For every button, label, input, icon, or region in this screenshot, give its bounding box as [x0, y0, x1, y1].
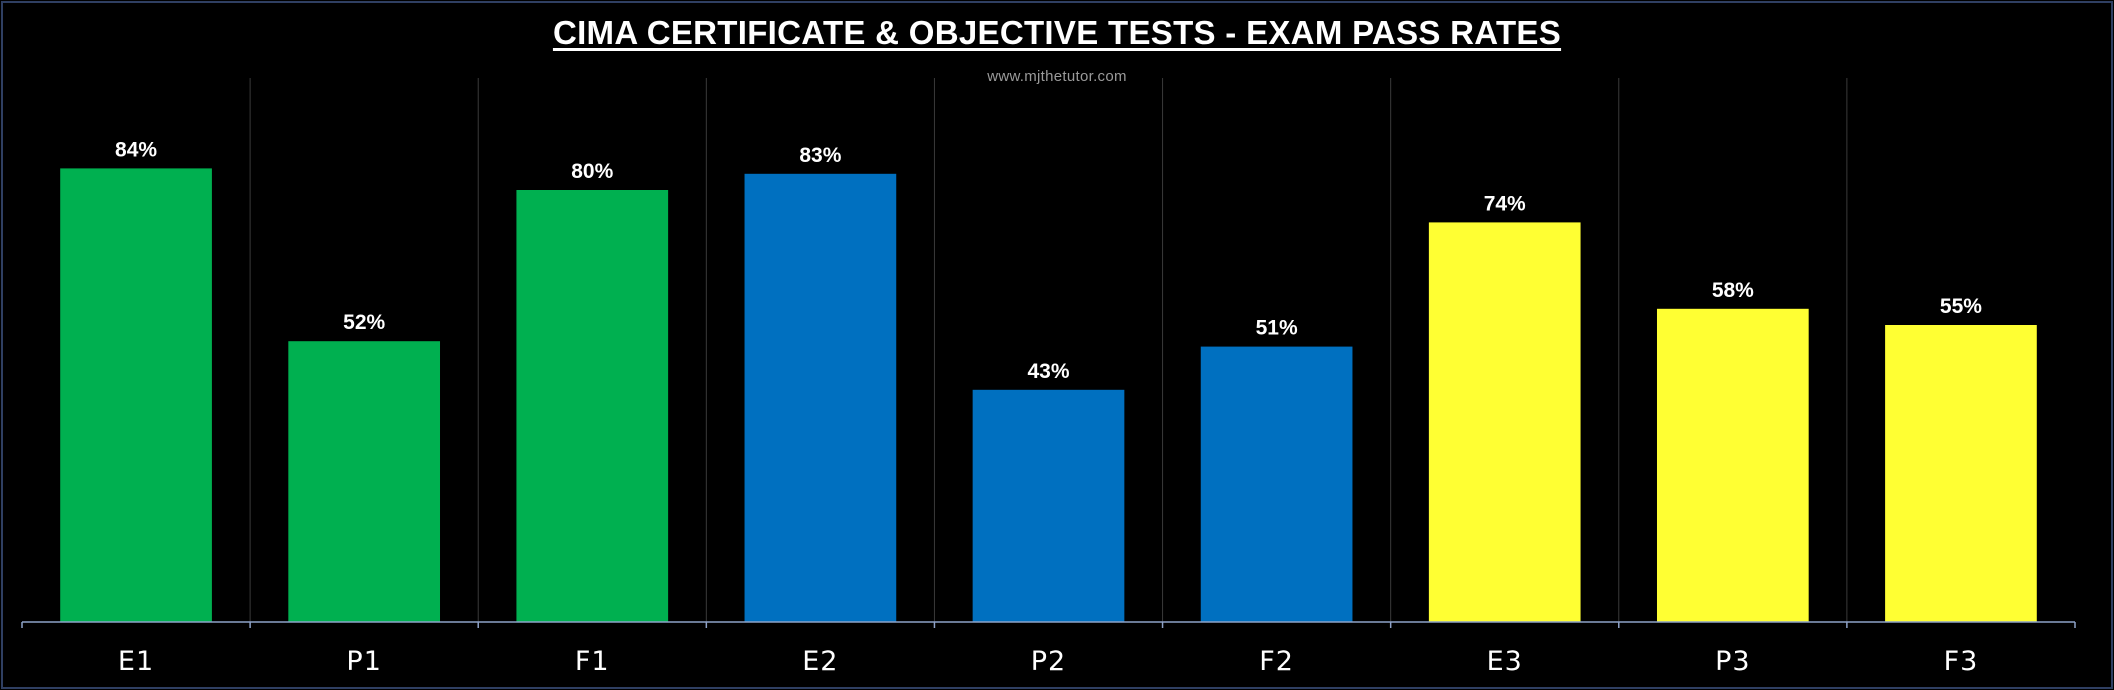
- x-tick-label-p2: P2: [1031, 646, 1066, 677]
- bar-f1: [516, 190, 669, 622]
- data-label-e1: 84%: [115, 138, 157, 161]
- data-label-p2: 43%: [1027, 360, 1069, 383]
- watermark: www.mjthetutor.com: [987, 68, 1127, 85]
- x-tick-label-f3: F3: [1944, 646, 1979, 677]
- bar-e2: [744, 173, 897, 623]
- bar-e1: [60, 168, 212, 622]
- data-label-f2: 51%: [1256, 317, 1298, 340]
- data-label-f1: 80%: [571, 160, 613, 183]
- data-label-p1: 52%: [343, 311, 385, 334]
- data-label-e2: 83%: [799, 144, 841, 167]
- data-label-f3: 55%: [1940, 295, 1982, 318]
- x-tick-label-e1: E1: [118, 646, 154, 677]
- x-tick-label-p3: P3: [1715, 646, 1750, 677]
- chart-title: CIMA CERTIFICATE & OBJECTIVE TESTS - EXA…: [552, 14, 1562, 51]
- bar-p3: [1656, 308, 1809, 622]
- bar-f3: [1885, 325, 2037, 622]
- x-tick-label-e3: E3: [1487, 646, 1523, 677]
- bar-p1: [288, 341, 441, 622]
- bar-p2: [972, 389, 1125, 622]
- data-label-p3: 58%: [1712, 279, 1754, 302]
- data-label-e3: 74%: [1484, 192, 1526, 215]
- bar-f2: [1200, 346, 1353, 622]
- x-tick-label-f1: F1: [575, 646, 610, 677]
- x-tick-label-f2: F2: [1259, 646, 1294, 677]
- x-tick-label-p1: P1: [346, 646, 381, 677]
- bar-e3: [1428, 222, 1581, 622]
- x-tick-label-e2: E2: [802, 646, 838, 677]
